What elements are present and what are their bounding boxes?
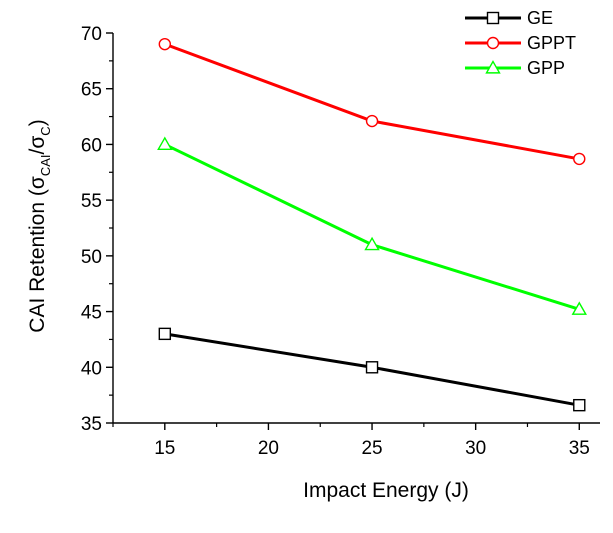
x-tick-label: 35	[569, 438, 590, 459]
y-tick-label: 50	[81, 247, 102, 268]
y-tick-label: 65	[81, 80, 102, 101]
data-point-gppt	[365, 114, 379, 128]
data-point-gppt	[158, 37, 172, 51]
legend: GE GPPT GPP	[465, 8, 576, 78]
series-gpp	[157, 136, 587, 315]
legend-label-ge: GE	[527, 8, 553, 28]
y-axis-title-sigma-c: σ	[26, 136, 49, 149]
legend-item-gpp: GPP	[465, 58, 565, 78]
y-tick-label: 45	[81, 303, 102, 324]
y-axis-title-main: CAI Retention (	[26, 189, 49, 333]
data-point-ge	[365, 361, 379, 374]
x-tick-label: 20	[258, 438, 279, 459]
legend-item-gppt: GPPT	[465, 33, 576, 53]
y-axis-title-slash: /	[26, 148, 49, 154]
legend-label-gpp: GPP	[527, 58, 565, 78]
x-tick-label: 25	[361, 438, 382, 459]
y-axis-title-close: )	[26, 119, 49, 126]
y-tick-label: 60	[81, 135, 102, 156]
data-point-gpp	[157, 136, 173, 151]
x-axis-title: Impact Energy (J)	[303, 479, 469, 502]
y-axis-title-sub-c: C	[38, 126, 53, 135]
series-ge	[158, 327, 586, 412]
y-axis-title: CAI Retention (σCAI/σC)	[26, 119, 53, 332]
legend-marker-gppt	[486, 36, 500, 50]
x-tick-label: 30	[465, 438, 486, 459]
series-line-gppt	[164, 42, 580, 161]
y-axis-title-sigma-cai: σ	[26, 176, 49, 189]
legend-item-ge: GE	[465, 8, 553, 28]
series-line-gpp	[164, 143, 580, 311]
legend-marker-gpp	[485, 60, 501, 74]
y-tick-label: 70	[81, 24, 102, 45]
legend-label-gppt: GPPT	[527, 33, 576, 53]
axes: 35 40 45 50 55 60 65 70 15 20 25 30 35	[81, 24, 600, 459]
data-point-ge	[573, 398, 586, 412]
legend-marker-ge	[486, 11, 500, 25]
y-tick-label: 55	[81, 191, 102, 212]
data-point-gppt	[573, 152, 586, 166]
data-point-ge	[158, 327, 172, 341]
y-tick-label: 35	[81, 414, 102, 435]
data-point-gpp	[364, 236, 380, 251]
data-point-gpp	[571, 301, 587, 315]
y-tick-label: 40	[81, 358, 102, 379]
series-gppt	[158, 37, 586, 166]
x-tick-label: 15	[154, 438, 175, 459]
series-layer	[157, 37, 587, 412]
y-axis-title-sub-cai: CAI	[38, 154, 53, 176]
